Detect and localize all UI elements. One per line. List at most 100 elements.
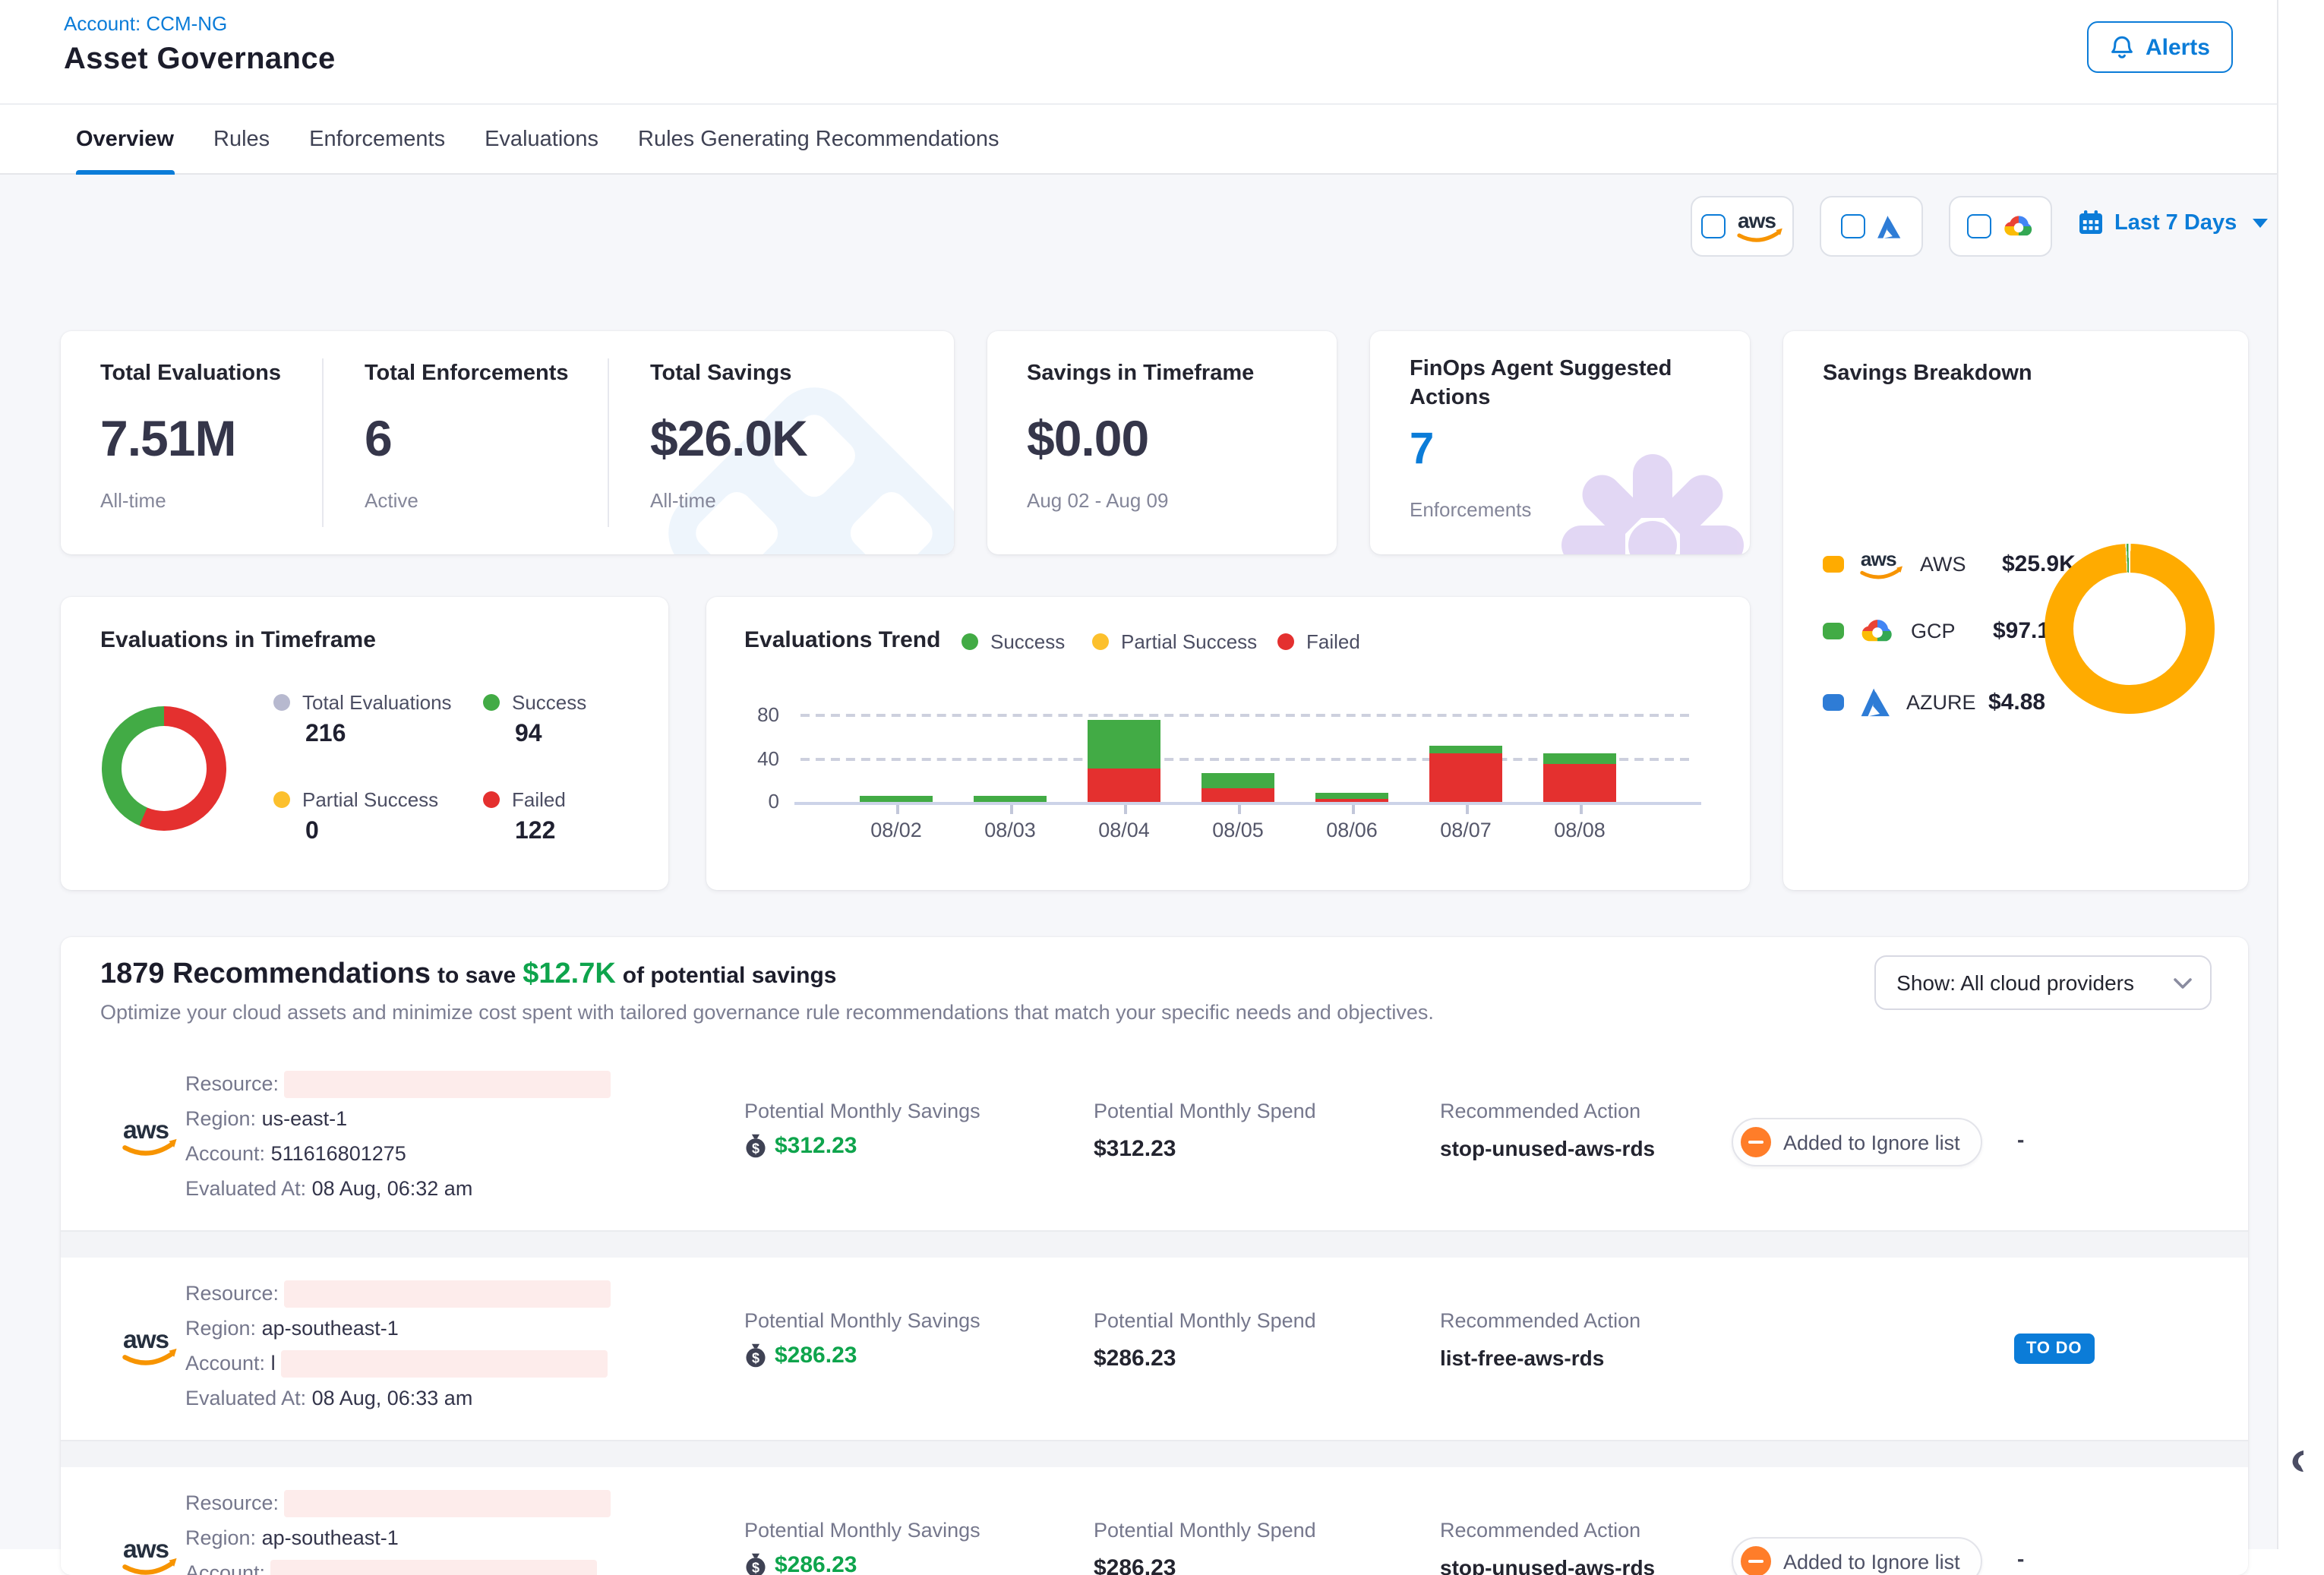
trend-segment-failed bbox=[1201, 788, 1274, 802]
azure-icon bbox=[1876, 213, 1902, 239]
partial-success-count: 0 bbox=[305, 819, 319, 846]
row-separator bbox=[61, 1440, 2248, 1469]
account-line: Account: 511616801275 bbox=[185, 1136, 611, 1171]
tab-overview[interactable]: Overview bbox=[76, 105, 174, 173]
x-label-08/06: 08/06 bbox=[1326, 819, 1378, 841]
spend-label: Potential Monthly Spend bbox=[1094, 1100, 1316, 1122]
redacted-resource bbox=[285, 1491, 611, 1518]
success-count: 94 bbox=[515, 721, 542, 749]
cloud-provider-filter-dropdown[interactable]: Show: All cloud providers bbox=[1874, 955, 2212, 1010]
trend-segment-success bbox=[1543, 753, 1616, 764]
alerts-label: Alerts bbox=[2146, 34, 2210, 60]
x-tick bbox=[1352, 805, 1354, 814]
gcp-label: GCP bbox=[1911, 620, 1978, 642]
total-savings-label: Total Savings bbox=[650, 361, 791, 386]
finops-agent-card: FinOps Agent SuggestedActions 7 Enforcem… bbox=[1370, 331, 1750, 554]
x-tick bbox=[1466, 805, 1468, 814]
gcp-filter-chip[interactable] bbox=[1949, 196, 2052, 257]
trend-bar-08/06 bbox=[1315, 793, 1388, 802]
total-savings-value: $26.0K bbox=[650, 410, 807, 468]
recommendations-subtitle: Optimize your cloud assets and minimize … bbox=[100, 1001, 1434, 1024]
total-enforcements-value: 6 bbox=[365, 410, 392, 468]
aws-label: AWS bbox=[1920, 553, 1987, 576]
failed-dot bbox=[483, 791, 500, 808]
tab-evaluations[interactable]: Evaluations bbox=[485, 105, 598, 173]
region-line: Region: ap-southeast-1 bbox=[185, 1311, 611, 1346]
aws-filter-chip[interactable] bbox=[1691, 196, 1794, 257]
evaluations-timeframe-card: Evaluations in Timeframe Total Evaluatio… bbox=[61, 597, 668, 890]
spend-value: $312.23 bbox=[1094, 1136, 1176, 1162]
spend-value: $286.23 bbox=[1094, 1346, 1176, 1371]
minus-icon bbox=[1741, 1127, 1771, 1157]
x-tick bbox=[1124, 805, 1126, 814]
asset-governance-page: Account: CCM-NG Asset Governance Alerts … bbox=[0, 0, 2324, 1549]
region-line: Region: us-east-1 bbox=[185, 1101, 611, 1136]
totals-card: Total Evaluations 7.51M All-time Total E… bbox=[61, 331, 954, 554]
total-evaluations-sub: All-time bbox=[100, 489, 166, 512]
azure-checkbox[interactable] bbox=[1841, 214, 1865, 238]
trend-plot: 80 40 0 08/0208/0308/0408/0508/0608/0708… bbox=[706, 597, 1750, 890]
recommendation-row[interactable]: Resource: Region: ap-southeast-1 Account… bbox=[61, 1258, 2248, 1440]
success-dot bbox=[483, 694, 500, 711]
resource-line: Resource: bbox=[185, 1485, 611, 1520]
trend-segment-failed bbox=[1315, 799, 1388, 802]
azure-savings-value: $4.88 bbox=[1988, 690, 2045, 715]
feedback-tab-icon[interactable] bbox=[2289, 1449, 2306, 1473]
minus-icon bbox=[1741, 1546, 1771, 1575]
azure-filter-chip[interactable] bbox=[1820, 196, 1923, 257]
recommendation-row[interactable]: Resource: Region: us-east-1 Account: 511… bbox=[61, 1048, 2248, 1230]
savings-breakdown-card: Savings Breakdown AWS $25.9K GCP $97.19 … bbox=[1783, 331, 2248, 890]
alerts-button[interactable]: Alerts bbox=[2088, 21, 2233, 73]
trend-bar-08/08 bbox=[1543, 753, 1616, 802]
account-breadcrumb[interactable]: Account: CCM-NG bbox=[64, 12, 227, 35]
action-label: Recommended Action bbox=[1440, 1100, 1640, 1122]
date-range-picker[interactable]: Last 7 Days bbox=[2078, 210, 2267, 235]
recommendations-heading: 1879 Recommendations to save $12.7K of p… bbox=[100, 958, 836, 992]
savings-in-timeframe-card: Savings in Timeframe $0.00 Aug 02 - Aug … bbox=[987, 331, 1337, 554]
aws-checkbox[interactable] bbox=[1700, 214, 1725, 238]
tab-rules-generating-recommendations[interactable]: Rules Generating Recommendations bbox=[638, 105, 999, 173]
finops-sub: Enforcements bbox=[1410, 498, 1531, 521]
empty-status-dash: - bbox=[2017, 1546, 2024, 1570]
x-label-08/07: 08/07 bbox=[1440, 819, 1492, 841]
evaluations-timeframe-title: Evaluations in Timeframe bbox=[100, 627, 376, 653]
redacted-resource bbox=[285, 1281, 611, 1308]
spend-label: Potential Monthly Spend bbox=[1094, 1309, 1316, 1332]
spend-value: $286.23 bbox=[1094, 1555, 1176, 1575]
savings-breakdown-title: Savings Breakdown bbox=[1823, 361, 2032, 386]
azure-icon bbox=[1859, 686, 1891, 718]
account-line: Account: bbox=[185, 1555, 611, 1575]
evaluated-line: Evaluated At: 08 Aug, 06:33 am bbox=[185, 1381, 611, 1416]
empty-status-dash: - bbox=[2017, 1127, 2024, 1151]
legend-item-azure: AZURE $4.88 bbox=[1823, 686, 2045, 718]
x-label-08/04: 08/04 bbox=[1098, 819, 1150, 841]
action-value: stop-unused-aws-rds bbox=[1440, 1136, 1655, 1160]
legend-partial-success: Partial Success bbox=[273, 788, 438, 811]
gcp-checkbox[interactable] bbox=[1966, 214, 1991, 238]
spend-label: Potential Monthly Spend bbox=[1094, 1519, 1316, 1542]
chevron-down-icon bbox=[2174, 976, 2192, 990]
page-header: Account: CCM-NG Asset Governance Alerts bbox=[0, 0, 2324, 103]
page-title: Asset Governance bbox=[64, 43, 336, 77]
savings-label: Potential Monthly Savings bbox=[744, 1309, 980, 1332]
recommendation-row[interactable]: Resource: Region: ap-southeast-1 Account… bbox=[61, 1467, 2248, 1575]
tab-enforcements[interactable]: Enforcements bbox=[309, 105, 445, 173]
evaluations-donut bbox=[102, 706, 226, 831]
money-bag-icon bbox=[744, 1133, 767, 1159]
aws-icon bbox=[1859, 547, 1905, 582]
added-to-ignore-pill[interactable]: Added to Ignore list bbox=[1732, 1118, 1983, 1166]
azure-label: AZURE bbox=[1906, 691, 1973, 714]
recommendations-panel: 1879 Recommendations to save $12.7K of p… bbox=[61, 937, 2248, 1575]
finops-value: 7 bbox=[1410, 425, 1434, 475]
scroll-gutter[interactable] bbox=[2277, 0, 2324, 1549]
todo-badge[interactable]: TO DO bbox=[2014, 1334, 2094, 1364]
finops-label: FinOps Agent SuggestedActions bbox=[1410, 355, 1672, 413]
tab-rules[interactable]: Rules bbox=[213, 105, 270, 173]
ytick-0: 0 bbox=[718, 790, 779, 813]
trend-segment-success bbox=[860, 796, 933, 802]
aws-color-pill bbox=[1823, 556, 1844, 573]
trend-segment-success bbox=[1201, 773, 1274, 788]
added-to-ignore-pill[interactable]: Added to Ignore list bbox=[1732, 1537, 1983, 1575]
trend-segment-failed bbox=[1088, 769, 1160, 802]
x-tick bbox=[1238, 805, 1240, 814]
